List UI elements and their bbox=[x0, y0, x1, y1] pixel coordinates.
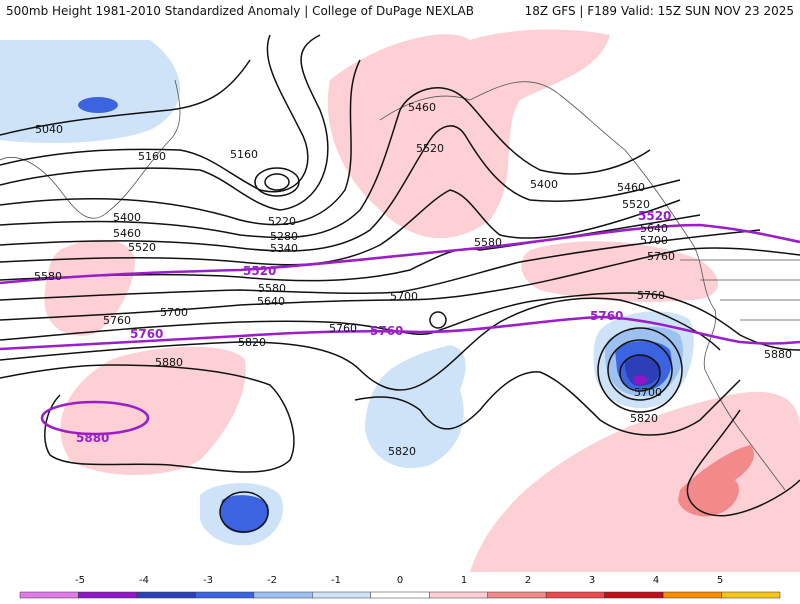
legend-color-segment bbox=[662, 591, 722, 599]
legend-tick-label: 4 bbox=[652, 575, 660, 586]
negative-anomaly-nw bbox=[0, 40, 180, 143]
highlight-label: 5880 bbox=[76, 431, 109, 445]
contour-label: 5340 bbox=[270, 242, 298, 255]
contour-label: 5040 bbox=[35, 123, 63, 136]
contour-label: 5760 bbox=[329, 322, 357, 335]
legend-tick-label: 3 bbox=[588, 575, 596, 586]
positive-anomaly-baja-region bbox=[470, 391, 800, 572]
highlight-label: 5760 bbox=[590, 309, 623, 323]
contour-label: 5580 bbox=[258, 282, 286, 295]
highlight-label: 5760 bbox=[370, 324, 403, 338]
north-america-coastline bbox=[624, 149, 717, 371]
legend-color-segment bbox=[428, 591, 488, 599]
model-run-valid-time: 18Z GFS | F189 Valid: 15Z SUN NOV 23 202… bbox=[524, 4, 794, 18]
contour-label: 5580 bbox=[34, 270, 62, 283]
legend-tick-label: 0 bbox=[396, 575, 404, 586]
height-contours bbox=[0, 34, 800, 533]
legend-color-segment bbox=[78, 591, 138, 599]
positive-anomaly-baja-strong bbox=[678, 445, 755, 517]
contour-label: 5640 bbox=[257, 295, 285, 308]
contour-label: 5880 bbox=[764, 348, 792, 361]
negative-anomaly-south-core bbox=[220, 495, 269, 534]
contour-label: 5460 bbox=[113, 227, 141, 240]
legend-tick-label: -1 bbox=[331, 575, 341, 586]
legend-color-segment bbox=[195, 591, 255, 599]
contour-label: 5760 bbox=[647, 250, 675, 263]
legend-color-segment bbox=[19, 591, 79, 599]
positive-anomaly-subtropical bbox=[60, 346, 246, 475]
negative-anomaly-cutoff-core bbox=[633, 375, 647, 385]
legend-color-segment bbox=[253, 591, 313, 599]
contour-label: 5280 bbox=[270, 230, 298, 243]
anomaly-map: 5040 5160 5160 5220 5280 5340 5400 5460 … bbox=[0, 29, 800, 572]
land-outlines bbox=[0, 79, 800, 491]
contour-label: 5760 bbox=[637, 289, 665, 302]
color-scale-legend: -5 -4 -3 -2 -1 0 1 2 3 4 5 bbox=[0, 572, 800, 600]
legend-color-segment bbox=[370, 591, 430, 599]
contour-label: 5580 bbox=[474, 236, 502, 249]
contour-label: 5520 bbox=[622, 198, 650, 211]
contour-label: 5460 bbox=[617, 181, 645, 194]
contour-label: 5700 bbox=[634, 386, 662, 399]
legend-color-segment bbox=[545, 591, 605, 599]
legend-tick-label: -4 bbox=[139, 575, 149, 586]
contour-label: 5700 bbox=[390, 290, 418, 303]
legend-color-segment bbox=[487, 591, 547, 599]
legend-tick-label: -5 bbox=[75, 575, 85, 586]
contour-label: 5160 bbox=[138, 150, 166, 163]
contour-label: 5520 bbox=[416, 142, 444, 155]
asia-coastline bbox=[0, 79, 181, 219]
contour-label: 5520 bbox=[128, 241, 156, 254]
legend-tick-label: 1 bbox=[460, 575, 468, 586]
contour-label: 5220 bbox=[268, 215, 296, 228]
highlight-label: 5520 bbox=[243, 264, 276, 278]
positive-anomaly-coast bbox=[521, 241, 719, 302]
contour-label: 5400 bbox=[113, 211, 141, 224]
contour-label: 5880 bbox=[155, 356, 183, 369]
legend-tick-label: 5 bbox=[716, 575, 724, 586]
highlight-labels: 5520 5520 5760 5760 5760 5880 bbox=[76, 209, 671, 445]
contour-label: 5400 bbox=[530, 178, 558, 191]
contour-5760-purple bbox=[0, 315, 800, 351]
contour-labels: 5040 5160 5160 5220 5280 5340 5400 5460 … bbox=[34, 101, 792, 458]
contour-label: 5820 bbox=[388, 445, 416, 458]
contour-label: 5820 bbox=[630, 412, 658, 425]
contour-label: 5640 bbox=[640, 222, 668, 235]
legend-color-segment bbox=[721, 591, 781, 599]
contour-5880-purple bbox=[40, 400, 150, 436]
color-scale-bar bbox=[19, 591, 781, 599]
positive-anomaly-gulf-alaska bbox=[327, 29, 610, 239]
alaska-coastline bbox=[379, 81, 626, 151]
legend-color-segment bbox=[312, 591, 372, 599]
contour-label: 5460 bbox=[408, 101, 436, 114]
contour-5520-purple bbox=[0, 223, 800, 285]
legend-tick-label: -2 bbox=[267, 575, 277, 586]
contour-label: 5700 bbox=[160, 306, 188, 319]
legend-tick-label: -3 bbox=[203, 575, 213, 586]
contour-label: 5820 bbox=[238, 336, 266, 349]
map-title: 500mb Height 1981-2010 Standardized Anom… bbox=[6, 4, 474, 18]
map-header: 500mb Height 1981-2010 Standardized Anom… bbox=[0, 0, 800, 22]
highlight-label: 5760 bbox=[130, 327, 163, 341]
positive-anomaly-west bbox=[44, 239, 135, 336]
legend-color-segment bbox=[136, 591, 196, 599]
negative-anomaly-nw-core bbox=[78, 97, 118, 113]
legend-tick-label: 2 bbox=[524, 575, 532, 586]
state-borders bbox=[680, 259, 800, 321]
baja-coastline bbox=[704, 369, 786, 491]
highlight-label: 5520 bbox=[638, 209, 671, 223]
contour-label: 5700 bbox=[640, 234, 668, 247]
legend-color-segment bbox=[604, 591, 664, 599]
contour-label: 5160 bbox=[230, 148, 258, 161]
highlight-contours bbox=[0, 223, 800, 436]
contour-label: 5760 bbox=[103, 314, 131, 327]
